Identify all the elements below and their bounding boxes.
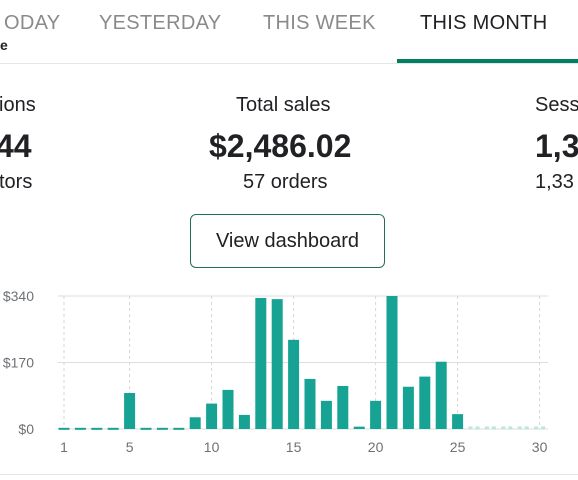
sessions-label: Sess <box>535 94 578 116</box>
bar-day-6 <box>140 427 152 430</box>
orders-count: 57 orders <box>243 171 328 193</box>
bar-day-9 <box>189 417 201 429</box>
bar-day-16 <box>304 378 316 429</box>
bar-day-3 <box>91 427 103 430</box>
x-tick-label-1: 5 <box>126 439 134 455</box>
active-tab-indicator <box>397 59 578 63</box>
bar-day-7 <box>156 427 168 430</box>
bar-day-5 <box>124 393 136 429</box>
bar-day-23 <box>419 376 431 429</box>
x-tick-label-4: 20 <box>368 439 384 455</box>
x-tick-label-3: 15 <box>286 439 302 455</box>
bar-day-25 <box>452 414 464 429</box>
view-dashboard-button[interactable]: View dashboard <box>190 214 385 268</box>
y-tick-label-0: $0 <box>18 421 34 437</box>
x-tick-label-2: 10 <box>204 439 220 455</box>
tab-stub-text: e <box>0 37 8 53</box>
sales-chart: $0 $170 $340 1 5 10 15 20 25 30 <box>0 280 578 460</box>
bottom-divider <box>0 474 578 475</box>
tab-today[interactable]: ODAY <box>4 12 61 34</box>
bar-day-14 <box>271 299 283 429</box>
date-range-tabs: ODAY YESTERDAY THIS WEEK THIS MONTH e <box>0 0 578 64</box>
x-tick-label-6: 30 <box>532 439 548 455</box>
bar-day-13 <box>255 297 267 429</box>
x-tick-label-5: 25 <box>450 439 466 455</box>
bar-day-20 <box>370 400 382 429</box>
bar-day-17 <box>320 400 332 429</box>
bar-day-10 <box>206 403 218 429</box>
total-sales-value: $2,486.02 <box>209 128 352 164</box>
x-tick-label-0: 1 <box>60 439 68 455</box>
bar-day-22 <box>402 386 414 429</box>
bar-day-4 <box>107 427 119 430</box>
bar-day-8 <box>173 427 185 430</box>
bar-day-11 <box>222 389 234 429</box>
tab-this-week[interactable]: THIS WEEK <box>263 12 376 34</box>
bar-day-15 <box>288 339 300 429</box>
bar-day-18 <box>337 385 349 429</box>
total-sales-label: Total sales <box>236 94 331 116</box>
stat-left-value: 44 <box>0 128 32 164</box>
tab-this-month[interactable]: THIS MONTH <box>420 12 548 34</box>
tab-yesterday[interactable]: YESTERDAY <box>99 12 222 34</box>
bar-day-24 <box>435 361 447 429</box>
sessions-sub: 1,33 <box>535 171 574 193</box>
bar-day-21 <box>386 296 398 429</box>
bar-day-2 <box>74 427 86 430</box>
sessions-value: 1,3 <box>535 128 578 164</box>
stat-left-sub: tors <box>0 171 33 193</box>
bar-day-19 <box>353 426 365 429</box>
stat-left-label: ions <box>0 94 36 116</box>
y-tick-label-2: $340 <box>3 288 34 304</box>
y-tick-label-1: $170 <box>3 355 34 371</box>
bar-day-1 <box>58 427 70 430</box>
bar-day-12 <box>238 414 250 429</box>
